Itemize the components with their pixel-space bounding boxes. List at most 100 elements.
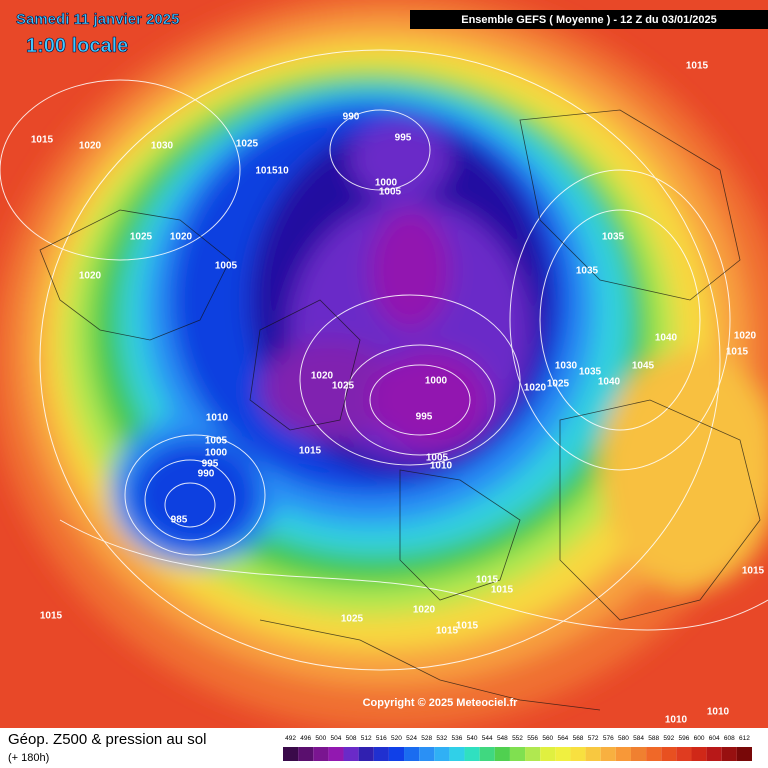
- isobar-label: 1020: [170, 232, 193, 243]
- colorbar-label: 572: [588, 735, 599, 742]
- isobar-label: 1025: [547, 379, 570, 390]
- isobar-label: 1025: [332, 381, 355, 392]
- colorbar-label: 524: [406, 735, 417, 742]
- isobar-label: 1020: [311, 371, 334, 382]
- colorbar-swatch: [600, 747, 616, 761]
- isobar-label: 1020: [734, 331, 757, 342]
- isobar-label: 985: [171, 515, 188, 526]
- isobar-label: 1005: [215, 261, 238, 272]
- colorbar-label: 568: [573, 735, 584, 742]
- isobar-label: 1030: [151, 141, 174, 152]
- colorbar-swatch: [570, 747, 586, 761]
- colorbar-label: 520: [391, 735, 402, 742]
- colorbar-label: 552: [512, 735, 523, 742]
- colorbar-swatch: [449, 747, 465, 761]
- colorbar-label: 600: [694, 735, 705, 742]
- colorbar-label: 536: [452, 735, 463, 742]
- colorbar-label: 560: [542, 735, 553, 742]
- colorbar-label: 592: [663, 735, 674, 742]
- isobar-label: 1000: [425, 376, 448, 387]
- colorbar-swatch: [661, 747, 677, 761]
- colorbar-swatch: [736, 747, 752, 761]
- colorbar-label: 504: [331, 735, 342, 742]
- isobar-label: 1025: [130, 232, 153, 243]
- colorbar-label: 584: [633, 735, 644, 742]
- isobar-label: 990: [343, 112, 360, 123]
- coastlines: [39, 109, 761, 711]
- isobar-label: 1040: [598, 377, 621, 388]
- isobar-label: 1000: [375, 178, 398, 189]
- lead-time: (+ 180h): [8, 752, 49, 764]
- isobar-label: 1000: [205, 448, 228, 459]
- colorbar-label: 540: [467, 735, 478, 742]
- colorbar-swatch: [630, 747, 647, 761]
- colorbar-label: 500: [315, 735, 326, 742]
- colorbar-swatch: [328, 747, 344, 761]
- colorbar-swatch: [555, 747, 571, 761]
- colorbar-label: 508: [346, 735, 357, 742]
- isobar-label: 990: [198, 469, 215, 480]
- colorbar-swatch: [313, 747, 329, 761]
- colorbar-swatch: [419, 747, 435, 761]
- colorbar-label: 580: [618, 735, 629, 742]
- isobar-label: 1015: [456, 621, 479, 632]
- colorbar-swatch: [479, 747, 495, 761]
- isobar-label: 1015: [31, 135, 54, 146]
- isobar-label: 1030: [555, 361, 578, 372]
- run-bar: [410, 10, 768, 29]
- colorbar-label: 548: [497, 735, 508, 742]
- isobar-label: 1010: [430, 461, 453, 472]
- colorbar-label: 532: [436, 735, 447, 742]
- colorbar-swatch: [676, 747, 692, 761]
- colorbar-swatch: [373, 747, 389, 761]
- isobar-label: 995: [202, 459, 219, 470]
- isobar-label: 1045: [632, 361, 655, 372]
- colorbar-swatch: [721, 747, 737, 761]
- colorbar-label: 588: [648, 735, 659, 742]
- colorbar-swatch: [464, 747, 480, 761]
- isobar-label: 1025: [341, 614, 364, 625]
- isobar-label: 1015: [726, 347, 749, 358]
- isobars: [0, 49, 768, 671]
- colorbar-swatch: [358, 747, 374, 761]
- colorbar-swatch: [283, 747, 299, 761]
- isobar-label: 1010: [206, 413, 229, 424]
- isobar-label: 1020: [413, 605, 436, 616]
- colorbar-swatch: [691, 747, 707, 761]
- colorbar-swatch: [509, 747, 526, 761]
- copyright: Copyright © 2025 Meteociel.fr: [363, 697, 519, 709]
- colorbar-label: 612: [739, 735, 750, 742]
- colorbar-label: 512: [361, 735, 372, 742]
- isobar-label: 1015: [299, 446, 322, 457]
- isobar-label: 1010: [707, 707, 730, 718]
- colorbar-label: 556: [527, 735, 538, 742]
- colorbar-label: 608: [724, 735, 735, 742]
- isobar-label: 1005: [379, 187, 402, 198]
- isobar-label: 1015: [476, 575, 499, 586]
- colorbar-swatch: [706, 747, 722, 761]
- isobar-label: 1025: [236, 139, 259, 150]
- colorbar-label: 492: [285, 735, 296, 742]
- isobar-label: 1015: [436, 626, 459, 637]
- isobar-label: 1010: [665, 715, 688, 726]
- date-title: Samedi 11 janvier 2025: [16, 11, 179, 28]
- colorbar-swatch: [404, 747, 420, 761]
- footer-title: Géop. Z500 & pression au sol: [8, 731, 206, 748]
- colorbar-swatch: [540, 747, 556, 761]
- isobar-label: 101510: [255, 166, 289, 177]
- isobar-label: 1035: [576, 266, 599, 277]
- isobar-label: 1020: [79, 141, 102, 152]
- colorbar-swatch: [343, 747, 359, 761]
- colorbar-swatch: [646, 747, 662, 761]
- colorbar-label: 516: [376, 735, 387, 742]
- map-field: [0, 0, 768, 728]
- colorbar: 492 496 500 504 508 512 516 520 524 528 532 536 540 5…: [283, 735, 752, 761]
- isobar-label: 1015: [686, 61, 709, 72]
- colorbar-label: 544: [482, 735, 493, 742]
- isobar-label: 1035: [579, 367, 602, 378]
- colorbar-label: 604: [709, 735, 720, 742]
- isobar-label: 1020: [79, 271, 102, 282]
- colorbar-swatch: [585, 747, 601, 761]
